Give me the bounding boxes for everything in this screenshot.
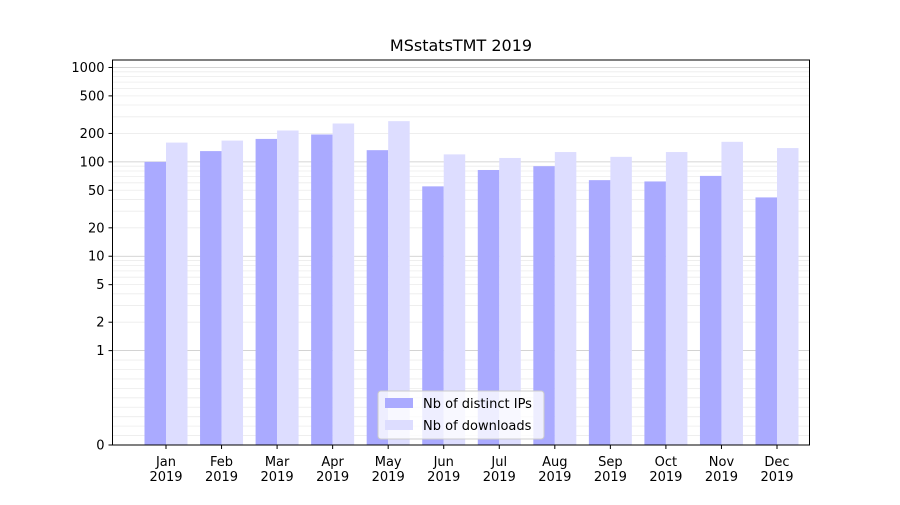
x-tick-label: Oct 2019 — [649, 455, 682, 485]
legend-swatch-ips — [385, 398, 413, 408]
x-axis: Jan 2019 Feb 2019 Mar 2019 Apr 2019 May 2019 Jun 20… — [149, 445, 794, 485]
x-tick-label: Mar 2019 — [261, 455, 294, 485]
bar-downloads — [499, 157, 521, 445]
x-tick-label: Aug 2019 — [538, 455, 571, 485]
x-tick-label: Jun 2019 — [427, 455, 460, 485]
x-tick-label: Dec 2019 — [760, 455, 793, 485]
bar-downloads — [443, 154, 466, 445]
x-tick-label: Feb 2019 — [205, 455, 238, 485]
bar-distinct-ips — [533, 166, 555, 445]
bar-distinct-ips — [255, 138, 278, 445]
bar-downloads — [610, 156, 632, 445]
bar-distinct-ips — [422, 186, 444, 445]
bar-downloads — [721, 141, 743, 446]
plot-frame — [112, 59, 810, 446]
bar-distinct-ips — [477, 169, 500, 446]
x-tick-label: Nov 2019 — [705, 455, 738, 485]
bar-downloads — [777, 148, 799, 445]
y-tick-label: 20 — [88, 221, 105, 236]
bar-distinct-ips — [755, 197, 777, 445]
x-tick-label: Jan 2019 — [149, 455, 182, 485]
y-tick-label: 1 — [96, 344, 104, 359]
bar-downloads — [166, 142, 188, 445]
y-tick-label: 500 — [80, 89, 105, 104]
bar-distinct-ips — [200, 151, 222, 446]
bars — [144, 121, 799, 446]
x-tick-label: Sep 2019 — [594, 455, 627, 485]
legend-box — [377, 390, 545, 440]
y-tick-label: 1000 — [71, 61, 104, 76]
bar-downloads — [388, 121, 410, 446]
bar-distinct-ips — [366, 150, 389, 445]
y-tick-label: 2 — [96, 316, 104, 331]
y-axis: 0 1 2 5 10 20 50 100 200 500 1000 — [71, 61, 113, 454]
bar-downloads — [277, 130, 299, 446]
bar-distinct-ips — [588, 180, 611, 445]
y-tick-label: 100 — [80, 155, 105, 170]
bar-distinct-ips — [699, 175, 722, 445]
x-tick-label: Jul 2019 — [483, 455, 516, 485]
y-tick-label: 200 — [80, 127, 105, 142]
chart-title: MSstatsTMT 2019 — [390, 36, 532, 55]
x-tick-label: May 2019 — [372, 455, 405, 485]
bar-distinct-ips — [311, 134, 333, 445]
bar-distinct-ips — [644, 181, 666, 445]
y-tick-label: 50 — [88, 184, 105, 199]
legend-swatch-downloads — [385, 420, 413, 430]
legend-label-ips: Nb of distinct IPs — [423, 397, 532, 412]
y-tick-label: 0 — [96, 439, 104, 454]
bar-distinct-ips — [144, 161, 166, 445]
legend-label-downloads: Nb of downloads — [423, 419, 532, 434]
bar-downloads — [332, 123, 355, 446]
bar-downloads — [221, 140, 244, 445]
legend: Nb of distinct IPs Nb of downloads — [377, 390, 545, 440]
y-tick-label: 10 — [88, 250, 105, 265]
bar-downloads — [554, 152, 577, 445]
x-tick-label: Apr 2019 — [316, 455, 349, 485]
y-tick-label: 5 — [96, 278, 104, 293]
bar-downloads — [665, 152, 688, 445]
